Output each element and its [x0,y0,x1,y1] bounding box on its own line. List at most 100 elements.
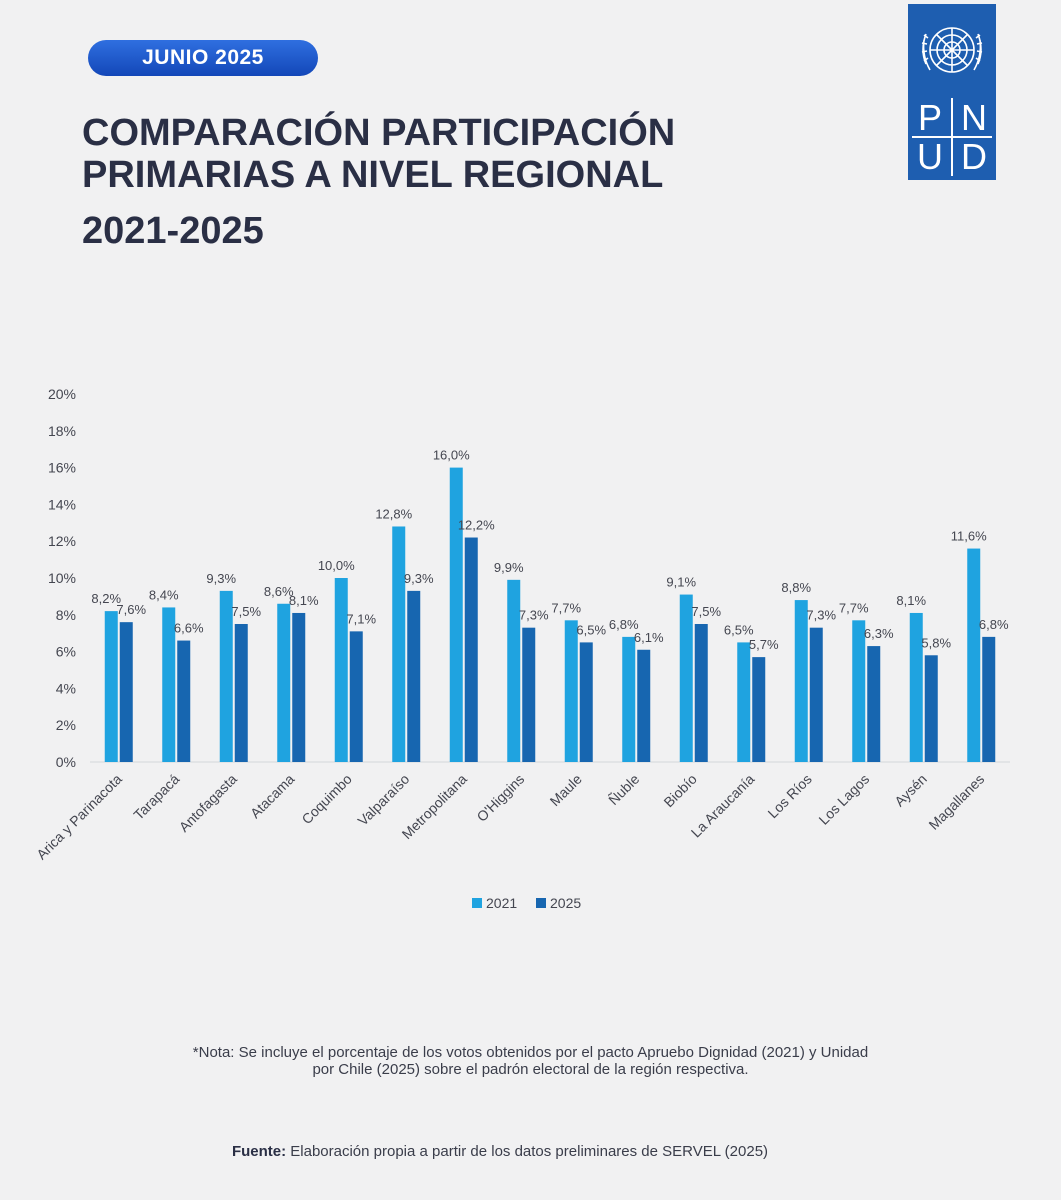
x-tick-label: Arica y Parinacota [33,771,125,863]
bar-2025 [809,627,823,762]
bar-2025 [694,624,708,762]
data-label-2021: 6,5% [724,622,754,637]
bar-2021 [794,600,808,762]
legend-swatch-2025 [536,898,546,908]
x-tick-label: Coquimbo [298,771,355,828]
logo-letter-p: P [917,97,942,138]
data-label-2025: 6,6% [174,621,204,636]
bar-2021 [392,526,406,762]
y-tick-label: 4% [56,680,76,696]
y-tick-label: 18% [48,423,76,439]
bar-2025 [234,624,248,762]
bar-2025 [119,622,133,762]
bar-2025 [407,590,421,762]
legend-swatch-2021 [472,898,482,908]
y-tick-label: 20% [48,386,76,402]
footnote: *Nota: Se incluye el porcentaje de los v… [0,1044,1061,1078]
data-label-2021: 6,8% [609,617,639,632]
x-tick-label: Ñuble [605,771,642,808]
data-label-2025: 7,5% [691,604,721,619]
data-label-2021: 8,1% [896,593,926,608]
un-emblem-icon [921,27,983,73]
footnote-line-1: *Nota: Se incluye el porcentaje de los v… [192,1044,869,1061]
data-label-2025: 9,3% [404,571,434,586]
date-badge: JUNIO 2025 [88,40,318,76]
source-body: Elaboración propia a partir de los datos… [286,1143,769,1160]
data-label-2021: 8,8% [781,580,811,595]
bar-2025 [349,631,363,762]
bar-2021 [334,578,348,762]
data-label-2021: 7,7% [839,600,869,615]
footnote-line-2: por Chile (2025) sobre el padrón elector… [312,1061,749,1078]
pnud-logo: P N U D [908,4,996,180]
bar-2021 [737,642,751,762]
data-label-2021: 16,0% [433,448,470,463]
bar-2021 [219,590,233,762]
bar-2021 [507,579,521,762]
data-label-2025: 7,5% [231,604,261,619]
legend-label-2021: 2021 [486,895,517,911]
x-tick-label: Valparaíso [354,771,412,829]
data-label-2021: 11,6% [951,529,987,544]
x-tick-label: Magallanes [925,771,987,833]
x-tick-label: Aysén [891,771,930,810]
y-tick-label: 8% [56,607,76,623]
bar-2025 [464,537,478,762]
bar-2021 [564,620,578,762]
bar-2021 [277,603,291,762]
title-years: 2021-2025 [82,210,264,252]
data-label-2025: 6,5% [576,622,606,637]
data-label-2025: 8,1% [289,593,319,608]
data-label-2025: 6,1% [634,630,664,645]
page-title: COMPARACIÓN PARTICIPACIÓN PRIMARIAS A NI… [82,112,842,196]
data-label-2025: 12,2% [458,518,495,533]
bar-2021 [679,594,693,762]
logo-letter-u: U [917,136,943,177]
x-tick-label: Atacama [247,771,298,822]
title-line-1: COMPARACIÓN PARTICIPACIÓN [82,112,676,154]
bar-2025 [292,612,306,762]
source-label: Fuente: [231,1143,287,1160]
data-label-2025: 7,3% [519,608,549,623]
bar-2025 [982,636,996,762]
bar-2025 [867,646,881,762]
data-label-2025: 5,8% [921,635,951,650]
x-tick-label: Los Ríos [764,771,814,821]
y-tick-label: 6% [56,644,76,660]
y-tick-label: 2% [56,717,76,733]
data-label-2021: 8,2% [91,591,121,606]
y-tick-label: 12% [48,533,76,549]
data-label-2021: 9,9% [494,560,524,575]
data-label-2025: 6,3% [864,626,894,641]
bar-2021 [967,548,981,762]
legend-label-2025: 2025 [550,895,581,911]
x-tick-label: Tarapacá [130,771,182,823]
data-label-2021: 10,0% [318,558,355,573]
bar-2021 [104,611,118,762]
data-label-2021: 8,6% [264,584,294,599]
x-tick-label: Los Lagos [815,771,872,828]
x-tick-label: Maule [547,771,585,809]
x-tick-label: Antofagasta [176,771,240,835]
data-label-2025: 7,1% [346,611,376,626]
bar-2025 [522,627,536,762]
bar-2021 [449,467,463,762]
x-tick-label: Biobío [660,771,700,811]
data-label-2025: 5,7% [749,637,779,652]
y-tick-label: 10% [48,570,76,586]
logo-letter-n: N [961,97,987,138]
data-label-2021: 8,4% [149,587,179,602]
y-tick-label: 0% [56,754,76,770]
data-label-2025: 6,8% [979,617,1009,632]
bar-2025 [177,640,191,762]
bar-2025 [924,655,938,762]
bar-2025 [579,642,593,762]
y-tick-label: 16% [48,460,76,476]
data-label-2021: 7,7% [551,600,581,615]
data-label-2021: 12,8% [375,506,412,521]
data-label-2025: 7,3% [806,608,836,623]
bar-chart: 0% 2% 4% 6% 8% 10% 12% 14% 16% 18% 20% 8,2% 8,4% 9,3%… [33,386,1010,911]
data-label-2025: 7,6% [116,602,146,617]
bar-2021 [909,612,923,762]
y-tick-label: 14% [48,496,76,512]
